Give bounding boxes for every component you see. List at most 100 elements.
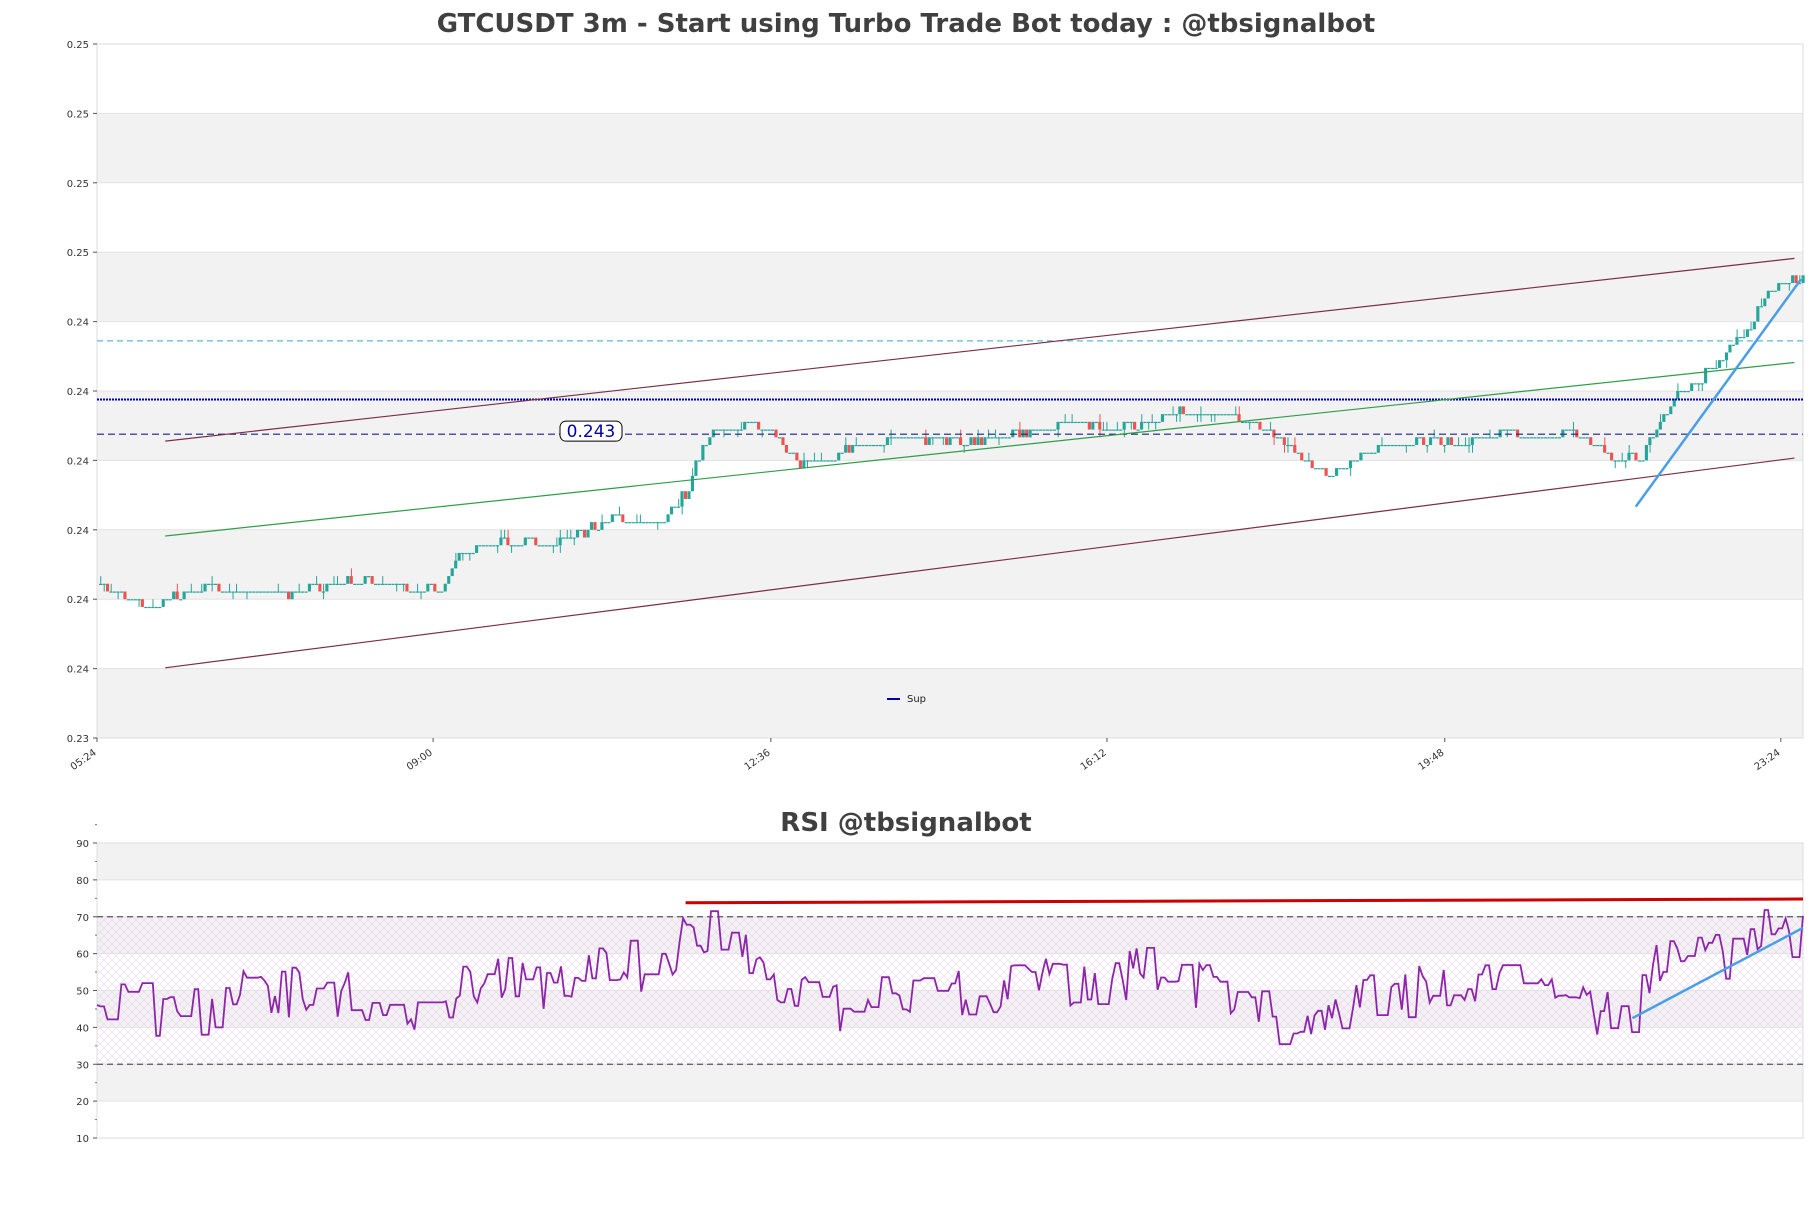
rsi-y-tick-label: 20	[76, 1097, 89, 1108]
candle	[381, 576, 385, 585]
candle	[652, 522, 656, 524]
candle-body	[1742, 337, 1746, 339]
candle-body	[659, 522, 663, 524]
candle	[401, 583, 406, 592]
candle-body	[1522, 437, 1527, 439]
candle	[377, 583, 381, 585]
candle-body	[871, 444, 876, 447]
candle-body	[273, 591, 277, 593]
candle	[1275, 437, 1279, 439]
candle	[600, 514, 604, 530]
candle-body	[520, 545, 524, 547]
candle-body	[1449, 437, 1454, 445]
candle-body	[454, 560, 458, 569]
grid-band	[97, 113, 1803, 183]
candle-body	[955, 437, 959, 439]
candle	[161, 599, 165, 607]
candle	[154, 606, 158, 609]
candle-body	[952, 437, 956, 439]
candle	[1710, 367, 1715, 370]
candle-body	[809, 460, 813, 462]
candle-body	[1474, 437, 1478, 439]
candle-body	[377, 583, 381, 585]
candle-body	[1174, 414, 1178, 416]
candle	[1610, 452, 1614, 461]
candle	[1491, 437, 1495, 439]
candle	[99, 576, 103, 585]
candle-body	[516, 545, 520, 547]
candle	[1192, 414, 1196, 416]
candle	[454, 552, 458, 569]
candle	[471, 552, 475, 555]
candle	[130, 599, 134, 601]
candle	[781, 437, 785, 445]
candle	[412, 591, 416, 593]
candle	[321, 583, 325, 600]
channel-lower	[165, 457, 1795, 669]
candle	[1286, 437, 1290, 453]
candle	[231, 591, 235, 600]
candle-body	[116, 591, 120, 593]
candle	[924, 429, 928, 445]
candle-body	[819, 460, 823, 462]
candle	[1390, 444, 1394, 447]
candle-body	[1557, 437, 1561, 439]
candle-body	[617, 514, 621, 516]
candle-body	[394, 583, 399, 585]
candle-body	[1738, 337, 1742, 339]
candle	[722, 429, 726, 438]
candle	[1178, 406, 1182, 422]
candle-body	[739, 429, 743, 431]
candle-body	[652, 522, 656, 524]
candle	[224, 591, 228, 593]
candle-body	[1046, 429, 1050, 431]
candle-body	[144, 606, 148, 609]
candle	[307, 583, 312, 592]
candle	[743, 421, 747, 430]
candle	[1108, 429, 1112, 431]
candle	[544, 545, 548, 547]
candle	[426, 583, 430, 592]
candle	[1773, 290, 1777, 292]
candle	[1247, 421, 1252, 430]
candle-body	[1035, 429, 1039, 431]
candle-body	[1519, 437, 1523, 439]
candle-body	[750, 421, 754, 424]
candle	[1603, 437, 1607, 453]
candle-body	[1463, 444, 1467, 447]
candle-body	[1244, 421, 1248, 424]
candle-body	[314, 583, 318, 585]
candle	[1456, 437, 1460, 447]
candle-body	[1759, 306, 1763, 308]
candle	[840, 452, 844, 454]
candle-body	[1655, 429, 1659, 438]
candle-body	[1422, 437, 1426, 445]
candle-body	[830, 460, 834, 462]
candle	[603, 522, 607, 524]
candle	[1780, 283, 1784, 285]
candle	[610, 514, 614, 523]
rsi-y-tick-label: 10	[76, 1134, 89, 1145]
candle	[523, 537, 527, 546]
candle	[534, 537, 538, 546]
candle	[1310, 460, 1314, 469]
candle	[269, 591, 273, 593]
candle	[847, 444, 851, 453]
candle-body	[1359, 452, 1363, 461]
candle	[227, 583, 231, 593]
candle-body	[1223, 414, 1227, 416]
candle	[1321, 468, 1325, 470]
candle-body	[1571, 429, 1575, 431]
candle	[1296, 452, 1300, 454]
candle	[1717, 360, 1722, 368]
candle	[464, 552, 468, 555]
candle-body	[1505, 429, 1509, 431]
candle	[1519, 437, 1523, 439]
candle	[889, 429, 893, 445]
candle	[1533, 437, 1537, 439]
candle-body	[575, 529, 580, 538]
candle	[1439, 437, 1443, 445]
candle	[805, 460, 809, 469]
candle	[753, 421, 757, 424]
candle-body	[266, 591, 270, 593]
